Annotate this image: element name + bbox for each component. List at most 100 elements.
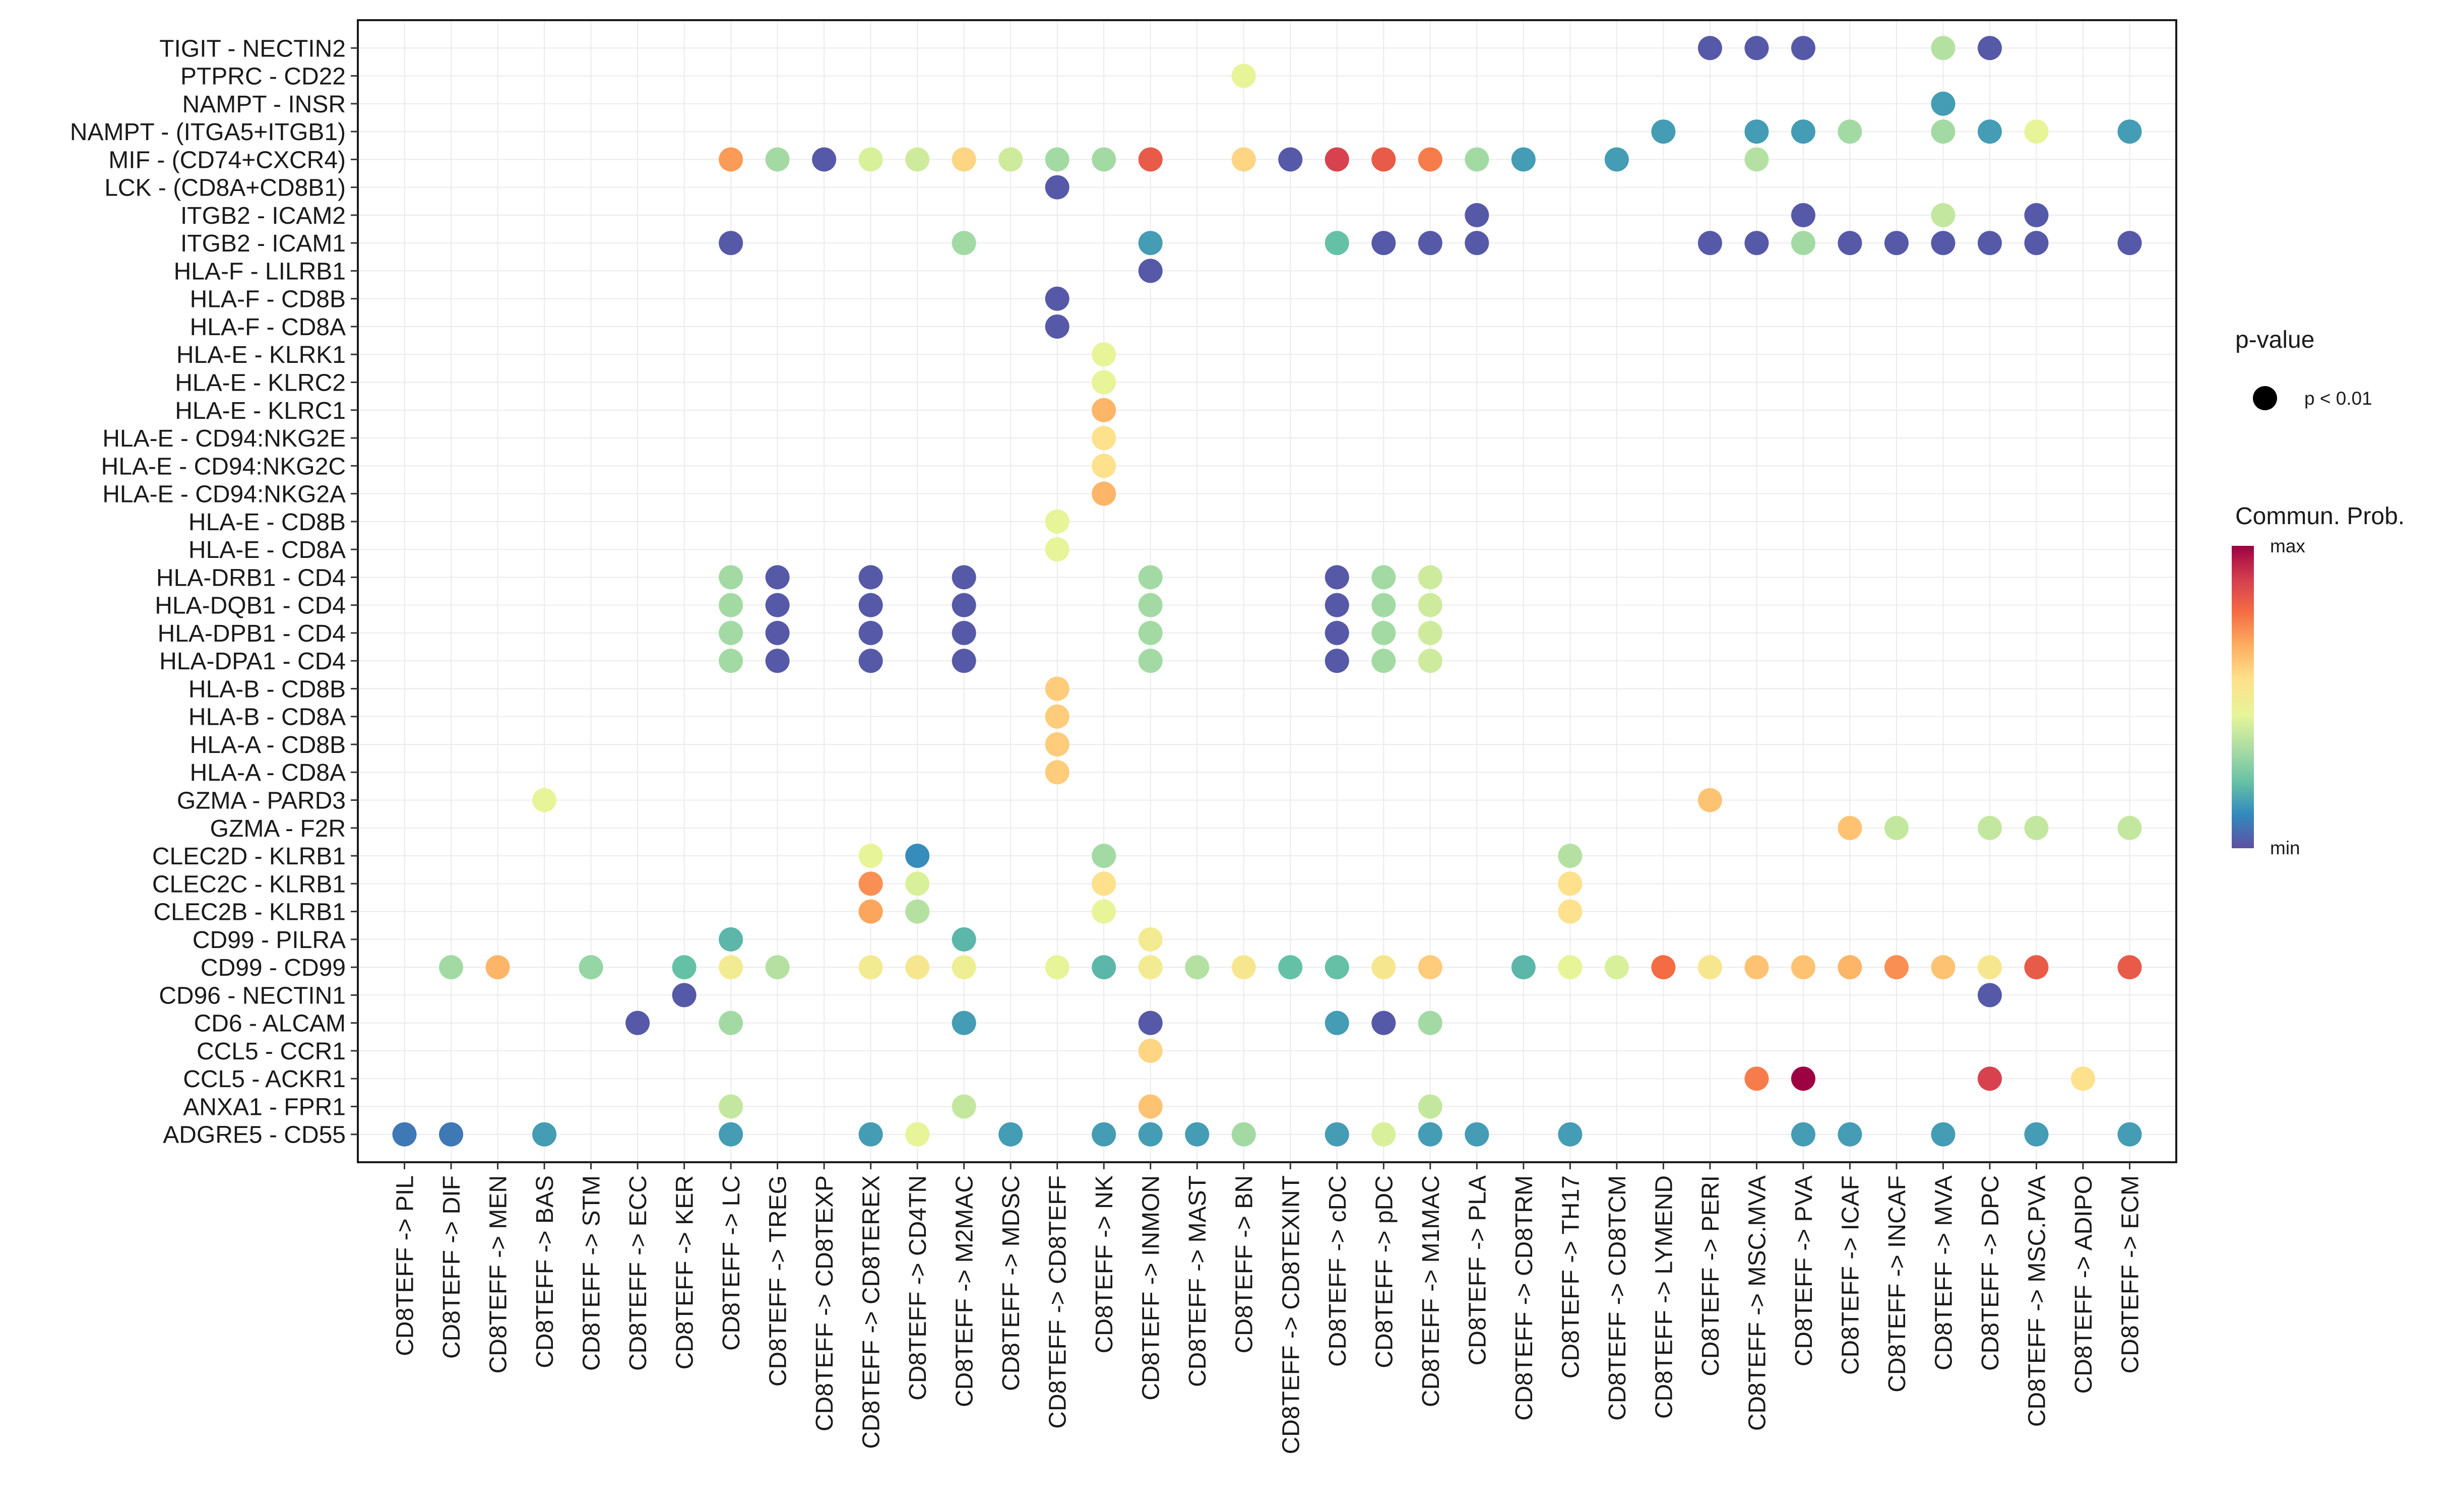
plot-points xyxy=(392,36,2142,1147)
data-point xyxy=(1744,955,1769,980)
data-point xyxy=(1884,955,1909,980)
data-point xyxy=(719,1094,743,1119)
data-point xyxy=(1045,732,1069,757)
data-point xyxy=(1838,231,1862,256)
data-point xyxy=(1371,565,1396,590)
y-tick-label: HLA-DPA1 - CD4 xyxy=(159,648,346,675)
data-point xyxy=(1931,91,1956,116)
data-point xyxy=(858,844,883,868)
data-point xyxy=(952,565,976,590)
y-tick-label: HLA-F - CD8B xyxy=(190,286,346,313)
data-point xyxy=(1558,955,1583,980)
y-tick-label: NAMPT - INSR xyxy=(182,91,346,118)
legend-pvalue-title: p-value xyxy=(2235,327,2314,353)
data-point xyxy=(625,1011,650,1035)
y-tick-label: HLA-DRB1 - CD4 xyxy=(156,564,346,591)
y-tick-label: HLA-B - CD8A xyxy=(188,704,346,731)
data-point xyxy=(1838,815,1862,840)
data-point xyxy=(1744,147,1769,172)
data-point xyxy=(765,565,790,590)
data-point xyxy=(1558,844,1583,868)
data-point xyxy=(1325,565,1349,590)
y-tick-label: HLA-E - KLRC1 xyxy=(175,398,346,424)
data-point xyxy=(439,955,464,980)
data-point xyxy=(1325,649,1349,673)
data-point xyxy=(1138,231,1163,256)
x-tick-label: CD8TEFF -> CD8TCM xyxy=(1604,1175,1631,1421)
data-point xyxy=(719,1011,743,1035)
data-point xyxy=(765,147,790,172)
y-tick-label: ADGRE5 - CD55 xyxy=(163,1122,346,1149)
data-point xyxy=(952,620,976,645)
x-tick-label: CD8TEFF -> MDSC xyxy=(998,1175,1025,1391)
data-point xyxy=(1604,147,1629,172)
legend-colorbar-max-label: max xyxy=(2270,536,2305,556)
data-point xyxy=(1185,955,1210,980)
y-tick-label: HLA-E - CD8B xyxy=(188,509,346,536)
x-tick-label: CD8TEFF -> DPC xyxy=(1977,1175,2004,1371)
x-axis-ticks: CD8TEFF -> PIL CD8TEFF -> DIF CD8TEFF -> M… xyxy=(392,1162,2144,1454)
data-point xyxy=(579,955,603,980)
data-point xyxy=(858,565,883,590)
data-point xyxy=(905,1122,930,1147)
legend-pvalue-dot xyxy=(2253,386,2277,410)
data-point xyxy=(1418,565,1442,590)
data-point xyxy=(858,147,883,172)
data-point xyxy=(1511,955,1536,980)
data-point xyxy=(1092,342,1116,367)
data-point xyxy=(1371,649,1396,673)
y-tick-label: LCK - (CD8A+CD8B1) xyxy=(104,175,346,202)
x-tick-label: CD8TEFF -> INMON xyxy=(1138,1175,1165,1401)
y-tick-label: HLA-E - CD94:NKG2C xyxy=(101,453,346,480)
data-point xyxy=(1744,231,1769,256)
data-point xyxy=(1465,147,1489,172)
y-tick-label: CD99 - PILRA xyxy=(193,927,346,954)
y-tick-label: NAMPT - (ITGA5+ITGB1) xyxy=(70,119,346,146)
data-point xyxy=(1138,1011,1163,1035)
data-point xyxy=(2024,119,2049,144)
data-point xyxy=(2024,955,2049,980)
data-point xyxy=(719,620,743,645)
data-point xyxy=(1371,1122,1396,1147)
data-point xyxy=(858,955,883,980)
x-tick-label: CD8TEFF -> STM xyxy=(579,1175,605,1371)
y-tick-label: HLA-F - LILRB1 xyxy=(174,258,346,285)
x-tick-label: CD8TEFF -> TH17 xyxy=(1557,1175,1584,1378)
data-point xyxy=(858,871,883,896)
x-tick-label: CD8TEFF -> ICAF xyxy=(1837,1175,1864,1375)
x-tick-label: CD8TEFF -> CD8TEXP xyxy=(811,1175,838,1431)
data-point xyxy=(1884,231,1909,256)
data-point xyxy=(858,899,883,924)
data-point xyxy=(1045,314,1069,339)
data-point xyxy=(1045,509,1069,534)
x-tick-label: CD8TEFF -> M1MAC xyxy=(1418,1175,1444,1407)
y-tick-label: CD6 - ALCAM xyxy=(194,1011,346,1037)
y-tick-label: HLA-F - CD8A xyxy=(190,314,346,341)
data-point xyxy=(719,1122,743,1147)
data-point xyxy=(1138,1038,1163,1063)
data-point xyxy=(1231,64,1256,88)
data-point xyxy=(1977,955,2002,980)
data-point xyxy=(2117,955,2142,980)
data-point xyxy=(858,593,883,617)
data-point xyxy=(532,1122,557,1147)
data-point xyxy=(1977,36,2002,60)
data-point xyxy=(1977,119,2002,144)
data-point xyxy=(1045,760,1069,785)
data-point xyxy=(1838,119,1862,144)
data-point xyxy=(1138,565,1163,590)
x-tick-label: CD8TEFF -> PVA xyxy=(1791,1175,1817,1366)
y-tick-label: GZMA - PARD3 xyxy=(177,788,346,814)
data-point xyxy=(1558,899,1583,924)
data-point xyxy=(2024,815,2049,840)
y-tick-label: HLA-E - KLRC2 xyxy=(175,369,346,396)
data-point xyxy=(1931,955,1956,980)
data-point xyxy=(1931,1122,1956,1147)
data-point xyxy=(905,844,930,868)
data-point xyxy=(998,1122,1023,1147)
data-point xyxy=(719,593,743,617)
data-point xyxy=(952,649,976,673)
data-point xyxy=(1931,36,1956,60)
y-tick-label: MIF - (CD74+CXCR4) xyxy=(108,147,346,173)
data-point xyxy=(1744,1066,1769,1091)
